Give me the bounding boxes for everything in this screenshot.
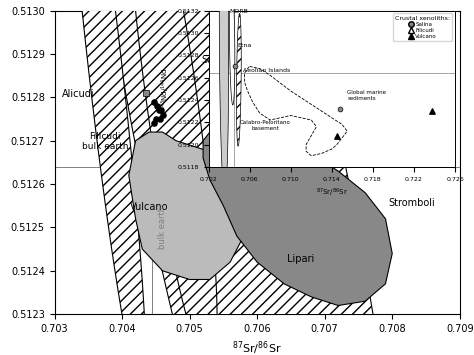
- Point: [150, 99, 157, 104]
- Point: [159, 112, 166, 118]
- Y-axis label: $^{143}$Nd/$^{144}$Nd: $^{143}$Nd/$^{144}$Nd: [159, 67, 172, 110]
- Text: Filicudi
bulk earth: Filicudi bulk earth: [82, 132, 128, 151]
- Text: Alicudi: Alicudi: [62, 89, 94, 99]
- Text: MORB: MORB: [229, 9, 248, 14]
- Text: Stromboli: Stromboli: [389, 198, 436, 208]
- Text: Etna: Etna: [237, 43, 252, 49]
- Text: Calabro-Peloritano
basement: Calabro-Peloritano basement: [240, 120, 291, 131]
- Point: [152, 116, 160, 122]
- Point: [231, 64, 238, 69]
- Point: [151, 121, 158, 126]
- Text: Lipari: Lipari: [287, 254, 315, 264]
- Point: [428, 108, 436, 114]
- Polygon shape: [229, 0, 235, 105]
- Polygon shape: [203, 128, 392, 306]
- Text: Salina: Salina: [201, 55, 232, 65]
- Text: Vulcano: Vulcano: [130, 202, 168, 212]
- Polygon shape: [237, 13, 241, 146]
- Text: Aeolian Islands: Aeolian Islands: [243, 68, 290, 73]
- Text: bulk earth: bulk earth: [158, 206, 167, 249]
- Point: [155, 108, 163, 113]
- Point: [333, 133, 341, 138]
- Point: [336, 106, 344, 112]
- Point: [154, 103, 161, 109]
- Point: [142, 90, 149, 96]
- Polygon shape: [78, 0, 410, 355]
- Polygon shape: [219, 0, 228, 195]
- Polygon shape: [129, 132, 244, 279]
- Legend: Salina, Filicudi, Vulcano: Salina, Filicudi, Vulcano: [393, 13, 452, 41]
- Polygon shape: [64, 0, 146, 355]
- X-axis label: $^{87}$Sr/$^{86}$Sr: $^{87}$Sr/$^{86}$Sr: [232, 339, 282, 355]
- Polygon shape: [128, 0, 217, 355]
- X-axis label: $^{87}$Sr/$^{86}$Sr: $^{87}$Sr/$^{86}$Sr: [316, 187, 348, 200]
- Text: Global marine
sediments: Global marine sediments: [347, 90, 386, 101]
- Y-axis label: $^{143}$Nd/$^{144}$Nd: $^{143}$Nd/$^{144}$Nd: [0, 129, 5, 196]
- Point: [157, 108, 165, 113]
- Point: [156, 116, 164, 122]
